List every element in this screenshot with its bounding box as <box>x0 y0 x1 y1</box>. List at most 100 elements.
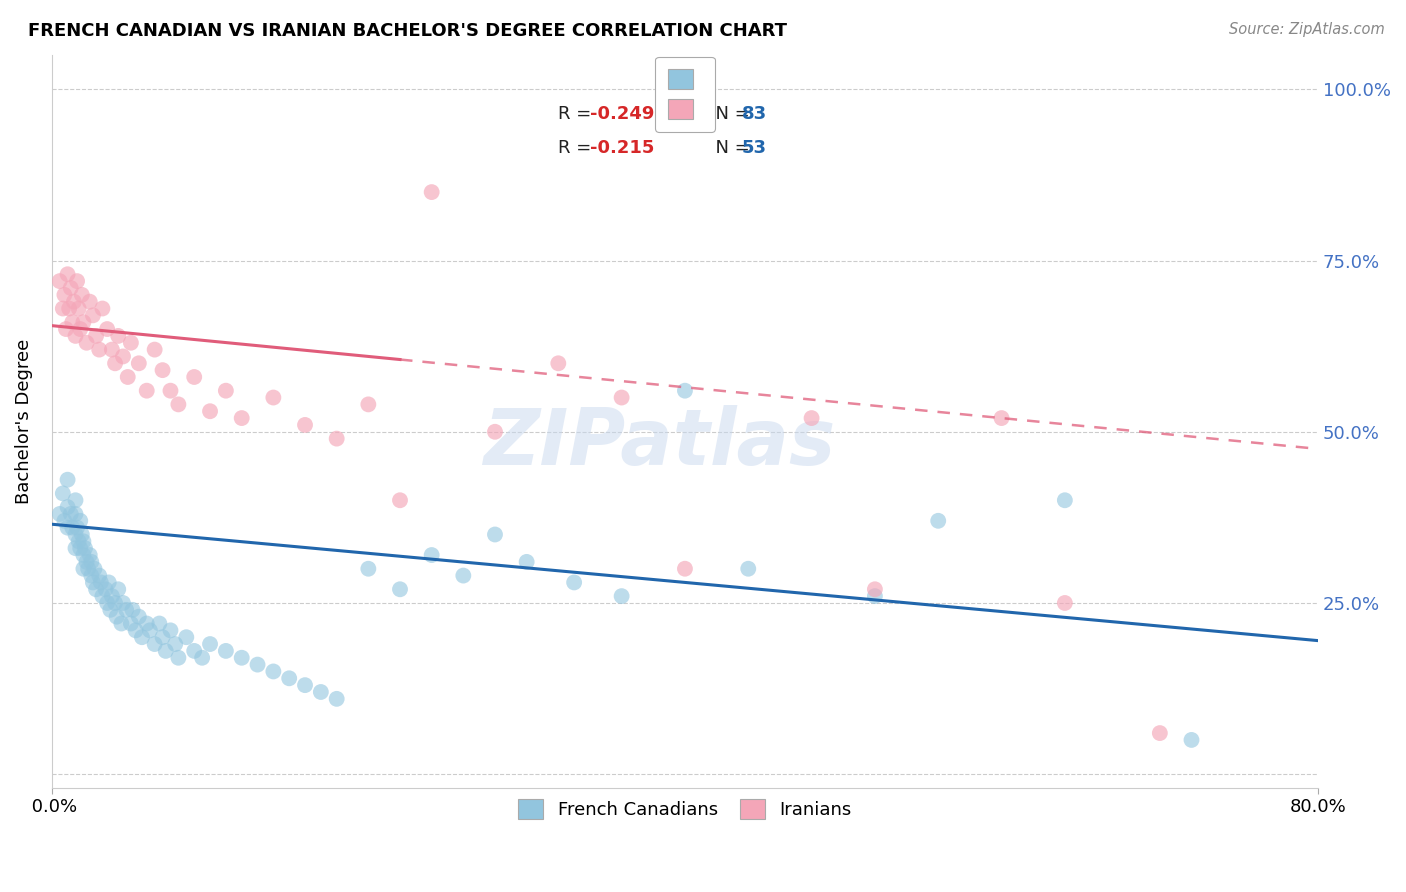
Point <box>65 329 87 343</box>
Point <box>152 630 174 644</box>
Point <box>90 575 112 590</box>
Point <box>84 329 107 343</box>
Point <box>91 589 114 603</box>
Point <box>89 343 111 357</box>
Point <box>66 274 89 288</box>
Point <box>246 657 269 672</box>
Point <box>388 493 411 508</box>
Point <box>800 411 823 425</box>
Point <box>927 514 949 528</box>
Text: 83: 83 <box>742 104 768 123</box>
Point <box>77 562 100 576</box>
Point <box>96 322 118 336</box>
Point <box>294 417 316 432</box>
Point <box>76 555 98 569</box>
Point <box>139 624 162 638</box>
Point <box>107 329 129 343</box>
Point <box>67 534 90 549</box>
Point <box>159 624 181 638</box>
Point <box>673 562 696 576</box>
Point <box>69 541 91 556</box>
Point <box>65 493 87 508</box>
Point <box>73 541 96 556</box>
Text: -0.249: -0.249 <box>591 104 654 123</box>
Text: N =: N = <box>704 104 755 123</box>
Point <box>420 185 443 199</box>
Point <box>1053 493 1076 508</box>
Point <box>84 582 107 597</box>
Point <box>309 685 332 699</box>
Point <box>76 335 98 350</box>
Point <box>167 397 190 411</box>
Point <box>72 315 94 329</box>
Point <box>183 370 205 384</box>
Point <box>101 343 124 357</box>
Point <box>67 301 90 316</box>
Point <box>231 650 253 665</box>
Point <box>152 363 174 377</box>
Point <box>167 650 190 665</box>
Point <box>59 507 82 521</box>
Point <box>94 582 117 597</box>
Point <box>453 568 475 582</box>
Point <box>148 616 170 631</box>
Point <box>135 616 157 631</box>
Point <box>215 384 238 398</box>
Point <box>1180 733 1202 747</box>
Point <box>325 432 347 446</box>
Point <box>278 671 301 685</box>
Point <box>70 288 93 302</box>
Point <box>59 281 82 295</box>
Point <box>111 596 134 610</box>
Point <box>215 644 238 658</box>
Point <box>53 514 76 528</box>
Point <box>357 562 380 576</box>
Point <box>294 678 316 692</box>
Point <box>198 637 221 651</box>
Point <box>357 397 380 411</box>
Point <box>63 294 86 309</box>
Point <box>128 356 150 370</box>
Point <box>82 309 104 323</box>
Point <box>198 404 221 418</box>
Point <box>70 527 93 541</box>
Point <box>58 301 80 316</box>
Point <box>484 425 506 439</box>
Point <box>104 596 127 610</box>
Point <box>107 582 129 597</box>
Point <box>120 335 142 350</box>
Y-axis label: Bachelor's Degree: Bachelor's Degree <box>15 339 32 504</box>
Point <box>115 603 138 617</box>
Point <box>65 507 87 521</box>
Point <box>262 665 284 679</box>
Point <box>117 370 139 384</box>
Point <box>56 521 79 535</box>
Point <box>183 644 205 658</box>
Point <box>60 521 83 535</box>
Point <box>325 691 347 706</box>
Point <box>80 555 103 569</box>
Text: 53: 53 <box>742 139 766 157</box>
Point <box>65 541 87 556</box>
Point <box>96 596 118 610</box>
Text: R =: R = <box>558 139 598 157</box>
Point <box>56 500 79 514</box>
Point <box>262 391 284 405</box>
Point <box>60 315 83 329</box>
Point <box>48 274 70 288</box>
Text: ZIPatlas: ZIPatlas <box>484 406 835 482</box>
Legend: French Canadians, Iranians: French Canadians, Iranians <box>510 792 859 827</box>
Point <box>388 582 411 597</box>
Point <box>56 267 79 281</box>
Point <box>89 568 111 582</box>
Point <box>121 603 143 617</box>
Point <box>52 486 75 500</box>
Point <box>420 548 443 562</box>
Point <box>65 527 87 541</box>
Point <box>165 637 187 651</box>
Point <box>56 473 79 487</box>
Point <box>143 343 166 357</box>
Point <box>110 616 132 631</box>
Point <box>72 534 94 549</box>
Point <box>72 548 94 562</box>
